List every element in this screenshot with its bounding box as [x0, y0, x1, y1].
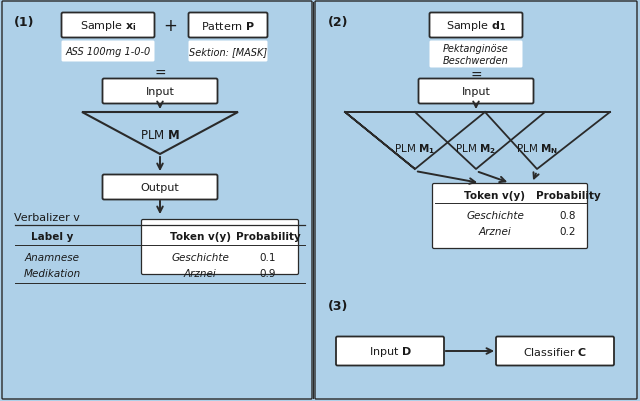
- Text: PLM $\mathbf{M_N}$: PLM $\mathbf{M_N}$: [516, 142, 558, 156]
- Text: Arznei: Arznei: [184, 268, 216, 278]
- FancyBboxPatch shape: [102, 79, 218, 104]
- Text: PLM $\mathbf{M_2}$: PLM $\mathbf{M_2}$: [456, 142, 497, 156]
- Text: +: +: [163, 17, 177, 35]
- Text: Arznei: Arznei: [479, 227, 511, 237]
- Text: 0.2: 0.2: [560, 227, 576, 237]
- Text: 0.8: 0.8: [560, 211, 576, 221]
- Text: Geschichte: Geschichte: [171, 252, 229, 262]
- FancyBboxPatch shape: [315, 2, 637, 399]
- Text: =: =: [154, 67, 166, 81]
- FancyBboxPatch shape: [189, 14, 268, 38]
- Text: Sektion: [MASK]: Sektion: [MASK]: [189, 47, 267, 57]
- Text: (3): (3): [328, 299, 348, 312]
- Text: Output: Output: [141, 182, 179, 192]
- FancyBboxPatch shape: [102, 175, 218, 200]
- Text: ASS 100mg 1-0-0: ASS 100mg 1-0-0: [65, 47, 150, 57]
- Text: PLM $\mathbf{M_1}$: PLM $\mathbf{M_1}$: [394, 142, 436, 156]
- Text: Medikation: Medikation: [24, 268, 81, 278]
- FancyBboxPatch shape: [61, 41, 154, 62]
- Text: Label y: Label y: [31, 231, 73, 241]
- FancyBboxPatch shape: [141, 220, 298, 275]
- FancyBboxPatch shape: [2, 2, 312, 399]
- FancyBboxPatch shape: [189, 41, 268, 62]
- FancyBboxPatch shape: [336, 337, 444, 366]
- Text: Classifier $\mathbf{C}$: Classifier $\mathbf{C}$: [523, 345, 587, 357]
- Text: Input: Input: [461, 87, 490, 97]
- Text: Sample $\mathbf{d_1}$: Sample $\mathbf{d_1}$: [446, 19, 506, 33]
- Text: Geschichte: Geschichte: [466, 211, 524, 221]
- Text: Token v(y): Token v(y): [170, 231, 230, 241]
- Text: Token v(y): Token v(y): [465, 190, 525, 200]
- Text: Probability: Probability: [236, 231, 300, 241]
- Text: PLM $\mathbf{M}$: PLM $\mathbf{M}$: [140, 129, 180, 142]
- Text: Input $\mathbf{D}$: Input $\mathbf{D}$: [369, 344, 412, 358]
- Text: (2): (2): [328, 16, 349, 29]
- FancyBboxPatch shape: [429, 41, 522, 68]
- FancyBboxPatch shape: [61, 14, 154, 38]
- Text: (1): (1): [14, 16, 35, 29]
- FancyBboxPatch shape: [496, 337, 614, 366]
- Text: Sample $\mathbf{x_i}$: Sample $\mathbf{x_i}$: [80, 19, 136, 33]
- Text: Pektanginöse
Beschwerden: Pektanginöse Beschwerden: [443, 44, 509, 66]
- Text: Probability: Probability: [536, 190, 600, 200]
- Text: Verbalizer v: Verbalizer v: [14, 213, 80, 223]
- FancyBboxPatch shape: [433, 184, 588, 249]
- Text: =: =: [470, 69, 482, 83]
- FancyBboxPatch shape: [429, 14, 522, 38]
- Text: 0.9: 0.9: [260, 268, 276, 278]
- Text: 0.1: 0.1: [260, 252, 276, 262]
- FancyBboxPatch shape: [419, 79, 534, 104]
- Text: Anamnese: Anamnese: [24, 252, 79, 262]
- Text: Input: Input: [145, 87, 175, 97]
- Text: Pattern $\mathbf{P}$: Pattern $\mathbf{P}$: [201, 20, 255, 32]
